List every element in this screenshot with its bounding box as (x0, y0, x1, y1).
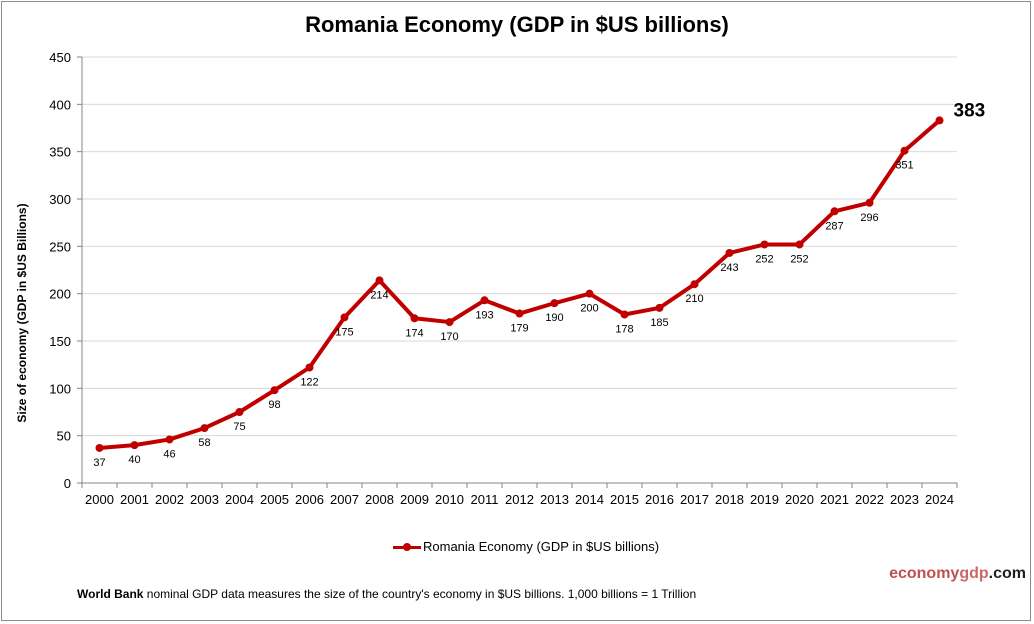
y-tick-label: 100 (49, 381, 71, 396)
y-tick-label: 200 (49, 287, 71, 302)
data-label: 200 (580, 303, 598, 315)
data-point (305, 363, 314, 372)
chart-title: Romania Economy (GDP in $US billions) (305, 12, 729, 37)
series-line (99, 118, 941, 450)
x-tick-label: 2015 (610, 492, 639, 507)
data-point (410, 314, 419, 323)
data-point (130, 441, 139, 450)
data-point (165, 435, 174, 444)
data-label: 210 (685, 293, 703, 305)
x-tick-label: 2019 (750, 492, 779, 507)
x-tick-label: 2024 (925, 492, 954, 507)
data-label: 98 (268, 399, 280, 411)
x-tick-label: 2010 (435, 492, 464, 507)
data-label: 287 (825, 220, 843, 232)
data-point (95, 443, 104, 452)
x-tick-label: 2017 (680, 492, 709, 507)
legend-label: Romania Economy (GDP in $US billions) (423, 539, 660, 554)
x-tick-label: 2006 (295, 492, 324, 507)
x-tick-label: 2023 (890, 492, 919, 507)
data-point (585, 289, 594, 298)
x-tick-label: 2022 (855, 492, 884, 507)
data-label: 252 (790, 253, 808, 265)
x-tick-label: 2001 (120, 492, 149, 507)
data-label: 179 (510, 323, 528, 335)
data-point (235, 408, 244, 416)
data-label: 175 (335, 326, 353, 338)
data-point (655, 303, 664, 312)
x-tick-label: 2008 (365, 492, 394, 507)
data-label: 296 (860, 212, 878, 224)
data-point (480, 296, 489, 305)
data-point (515, 309, 524, 318)
data-point (200, 424, 209, 433)
x-tick-label: 2014 (575, 492, 604, 507)
data-label: 193 (475, 309, 493, 321)
data-label: 37 (93, 457, 105, 469)
y-tick-label: 0 (64, 476, 71, 491)
data-point (725, 248, 734, 257)
data-point (620, 310, 629, 319)
data-label: 58 (198, 437, 210, 449)
x-tick-label: 2018 (715, 492, 744, 507)
y-tick-label: 250 (49, 239, 71, 254)
data-label: 190 (545, 312, 563, 324)
x-tick-label: 2011 (471, 492, 499, 507)
y-tick-label: 300 (49, 192, 71, 207)
y-tick-label: 50 (57, 429, 71, 444)
data-label: 46 (163, 448, 175, 460)
data-label: 252 (755, 253, 773, 265)
data-label: 75 (233, 421, 245, 433)
y-tick-label: 450 (49, 50, 71, 65)
data-point (270, 386, 279, 395)
data-point (935, 116, 944, 125)
x-tick-label: 2007 (330, 492, 359, 507)
x-tick-label: 2009 (400, 492, 429, 507)
data-label: 174 (405, 327, 423, 339)
data-point (445, 318, 454, 327)
x-tick-label: 2003 (190, 492, 219, 507)
x-tick-label: 2000 (85, 492, 114, 507)
data-label: 351 (895, 160, 913, 172)
y-tick-label: 150 (49, 334, 71, 349)
y-tick-label: 350 (49, 145, 71, 160)
data-point (760, 240, 769, 249)
data-point (690, 280, 699, 289)
y-tick-label: 400 (49, 97, 71, 112)
brand-logo: economygdp.com (889, 565, 1026, 582)
data-label: 243 (720, 262, 738, 274)
x-tick-label: 2002 (155, 492, 184, 507)
x-tick-label: 2021 (820, 492, 849, 507)
x-tick-label: 2013 (540, 492, 569, 507)
x-tick-label: 2005 (260, 492, 289, 507)
data-label: 214 (370, 289, 388, 301)
legend: Romania Economy (GDP in $US billions) (393, 539, 659, 554)
data-point (865, 198, 874, 207)
data-label: 40 (128, 454, 140, 466)
data-point (795, 240, 804, 249)
data-point (340, 313, 349, 322)
data-label: 170 (440, 331, 458, 343)
x-tick-label: 2016 (645, 492, 674, 507)
data-point (830, 207, 839, 216)
data-label: 122 (300, 377, 318, 389)
x-tick-label: 2020 (785, 492, 814, 507)
legend-marker-icon (393, 541, 421, 553)
data-point (375, 276, 384, 285)
x-tick-label: 2004 (225, 492, 254, 507)
data-point (550, 299, 559, 308)
x-tick-label: 2012 (505, 492, 534, 507)
data-label: 185 (650, 317, 668, 329)
data-label: 178 (615, 323, 633, 335)
data-point (900, 146, 909, 155)
footnote: World Bank nominal GDP data measures the… (77, 587, 697, 601)
data-label-last: 383 (954, 100, 986, 121)
